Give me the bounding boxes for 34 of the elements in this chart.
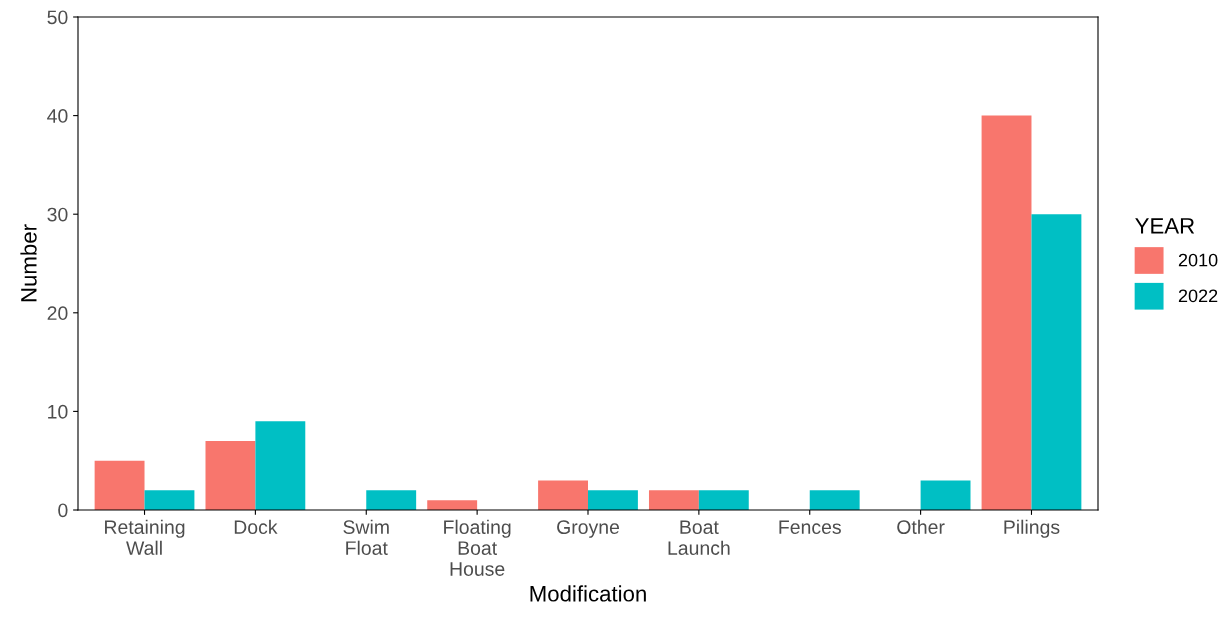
y-tick-label: 20 [47, 306, 68, 321]
bar [920, 480, 971, 510]
x-tick-label: Floating Boat House [444, 519, 511, 576]
x-tick-label: Boat Launch [668, 520, 730, 555]
bar [366, 490, 417, 510]
y-tick-label: 50 [47, 10, 68, 25]
bar [144, 490, 195, 510]
bar [205, 440, 256, 510]
legend-label: 2010 [1178, 253, 1218, 267]
bar [255, 421, 306, 510]
bar [981, 115, 1032, 510]
bar [94, 460, 145, 510]
x-axis-title: Modification [530, 585, 646, 602]
bar [588, 490, 638, 510]
x-tick-label: Pilings [1004, 519, 1060, 538]
x-tick-label: Dock [234, 519, 278, 534]
bar [1031, 214, 1082, 510]
x-tick-label: Other [897, 519, 945, 534]
x-tick-label: Swim Float [343, 519, 389, 555]
legend-label: 2022 [1178, 289, 1218, 303]
x-tick-label: Retaining Wall [105, 519, 185, 555]
x-tick-label: Fences [779, 520, 841, 534]
y-tick-label: 40 [47, 109, 68, 123]
bar [809, 490, 860, 510]
y-axis-title: Number [20, 224, 37, 302]
legend-title: YEAR [1135, 218, 1195, 234]
x-tick-label: Groyne [557, 520, 620, 538]
bar [538, 480, 588, 510]
y-tick-label: 10 [48, 404, 68, 419]
y-tick-label: 30 [47, 207, 68, 222]
bar [698, 490, 749, 510]
y-tick-label: 0 [58, 503, 68, 518]
bar [648, 490, 699, 510]
bar [427, 500, 478, 510]
